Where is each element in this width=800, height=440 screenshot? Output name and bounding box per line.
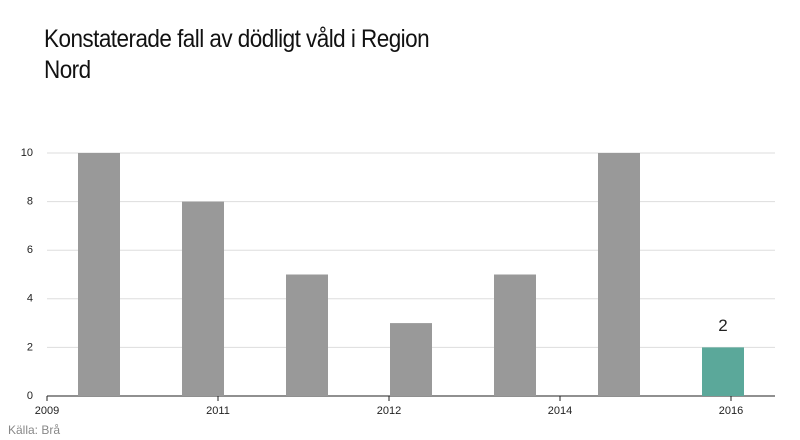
y-tick-label: 8 <box>27 196 33 208</box>
y-tick-label: 6 <box>27 244 33 256</box>
bar <box>182 201 224 396</box>
bar <box>286 274 328 396</box>
bar <box>390 323 432 396</box>
y-tick-label: 10 <box>21 147 33 159</box>
x-tick-label: 2009 <box>35 405 59 417</box>
bar <box>598 153 640 396</box>
source: Källa: Brå <box>8 423 60 437</box>
x-tick-label: 2012 <box>377 405 401 417</box>
bar <box>78 153 120 396</box>
y-tick-label: 0 <box>27 390 33 402</box>
chart-title: Konstaterade fall av dödligt våld i Regi… <box>44 25 430 84</box>
y-tick-label: 4 <box>27 293 33 305</box>
x-tick-label: 2016 <box>719 405 743 417</box>
bar <box>702 347 744 396</box>
value-label: 2 <box>718 316 727 335</box>
bar <box>494 274 536 396</box>
x-tick-label: 2011 <box>206 405 230 417</box>
x-tick-label: 2014 <box>548 405 572 417</box>
y-tick-label: 2 <box>27 341 33 353</box>
